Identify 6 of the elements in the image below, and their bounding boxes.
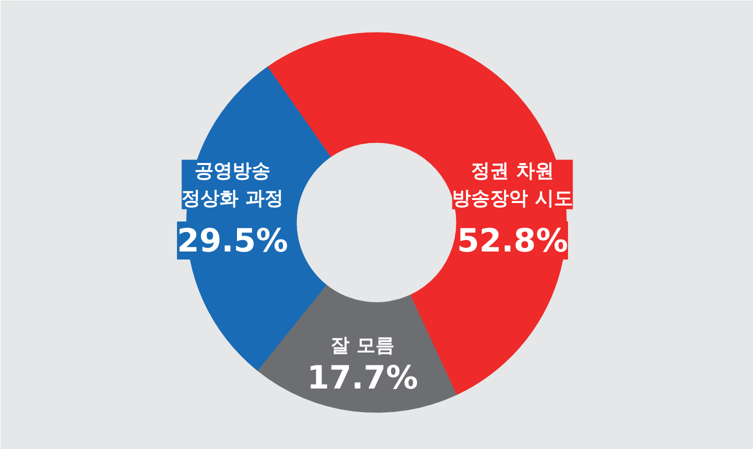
slice-label: 공영방송 정상화 과정	[182, 160, 284, 210]
slice-label: 정권 차원 방송장악 시도	[452, 160, 573, 210]
data-label: 17.7%	[306, 358, 418, 396]
slice-label: 잘 모름	[330, 334, 394, 356]
data-label: 29.5%	[176, 222, 288, 260]
data-label: 52.8%	[456, 222, 568, 260]
